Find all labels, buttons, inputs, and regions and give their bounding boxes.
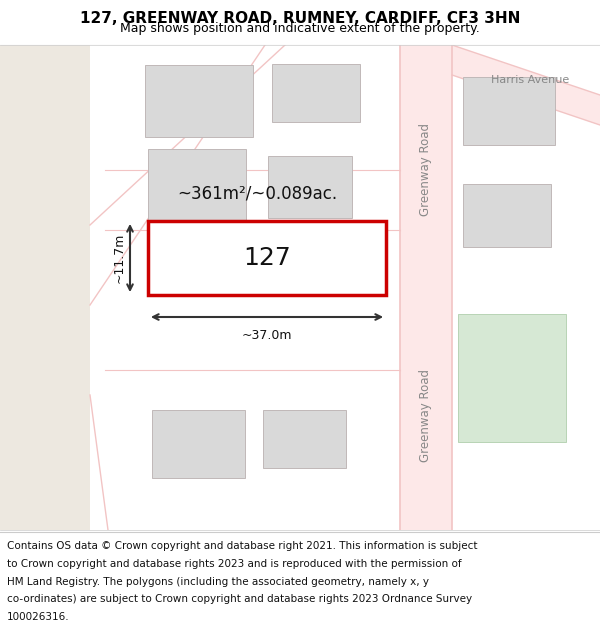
Text: 127: 127 xyxy=(243,246,291,270)
Bar xyxy=(272,64,360,122)
Text: Greenway Road: Greenway Road xyxy=(419,369,433,461)
Text: to Crown copyright and database rights 2023 and is reproduced with the permissio: to Crown copyright and database rights 2… xyxy=(7,559,462,569)
Text: HM Land Registry. The polygons (including the associated geometry, namely x, y: HM Land Registry. The polygons (includin… xyxy=(7,576,429,586)
Text: Contains OS data © Crown copyright and database right 2021. This information is : Contains OS data © Crown copyright and d… xyxy=(7,541,478,551)
Bar xyxy=(148,149,246,227)
Text: Map shows position and indicative extent of the property.: Map shows position and indicative extent… xyxy=(120,22,480,35)
Text: 127, GREENWAY ROAD, RUMNEY, CARDIFF, CF3 3HN: 127, GREENWAY ROAD, RUMNEY, CARDIFF, CF3… xyxy=(80,11,520,26)
Bar xyxy=(263,410,346,468)
Text: 100026316.: 100026316. xyxy=(7,612,70,622)
Bar xyxy=(148,221,386,295)
Bar xyxy=(145,65,253,137)
Text: co-ordinates) are subject to Crown copyright and database rights 2023 Ordnance S: co-ordinates) are subject to Crown copyr… xyxy=(7,594,472,604)
Text: Harris Avenue: Harris Avenue xyxy=(491,75,569,85)
Text: ~11.7m: ~11.7m xyxy=(113,232,126,283)
Bar xyxy=(458,314,566,442)
Bar xyxy=(152,410,245,478)
Text: ~361m²/~0.089ac.: ~361m²/~0.089ac. xyxy=(177,184,337,202)
Bar xyxy=(463,184,551,247)
Polygon shape xyxy=(0,45,90,530)
Text: Greenway Road: Greenway Road xyxy=(419,124,433,216)
Polygon shape xyxy=(452,45,600,125)
Bar xyxy=(90,45,600,530)
Bar xyxy=(400,45,452,530)
Bar xyxy=(463,77,555,145)
Bar xyxy=(166,231,221,285)
Bar xyxy=(268,156,352,218)
Text: ~37.0m: ~37.0m xyxy=(242,329,292,342)
